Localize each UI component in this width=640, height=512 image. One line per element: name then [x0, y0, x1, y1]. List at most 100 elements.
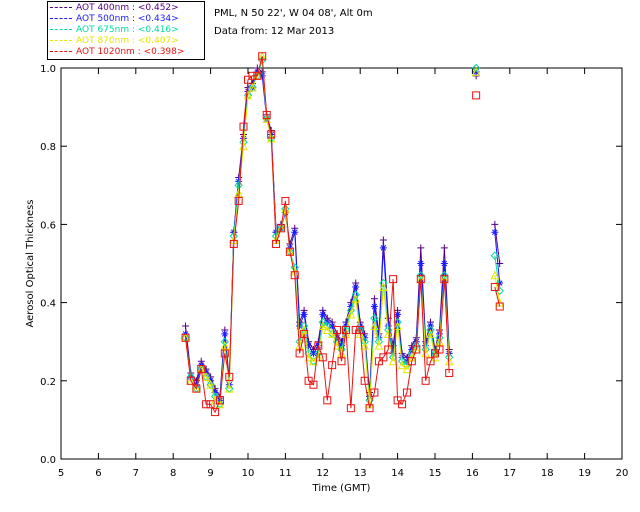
legend-entry: AOT 1020nm : <0.398>	[50, 47, 184, 58]
data-point-4	[314, 341, 323, 350]
data-point-3	[374, 340, 384, 350]
x-tick-label: 13	[354, 468, 367, 479]
data-point-2	[258, 55, 267, 65]
plot-frame	[60, 67, 623, 460]
data-point-3	[248, 82, 257, 92]
site-info: PML, N 50 22', W 04 08', Alt 0m	[214, 8, 373, 19]
data-point-4	[300, 329, 309, 338]
data-point-2	[426, 325, 435, 335]
data-point-4	[234, 196, 243, 205]
data-point-3	[471, 67, 481, 76]
data-point-3	[383, 329, 393, 338]
data-point-4	[398, 400, 407, 409]
data-point-4	[262, 110, 271, 119]
x-tick-label: 20	[616, 468, 629, 479]
data-point-4	[197, 365, 206, 374]
data-point-3	[337, 348, 346, 358]
data-point-0	[182, 322, 190, 330]
y-tick-label: 0.2	[40, 377, 56, 388]
data-point-3	[201, 372, 211, 381]
data-point-4	[285, 247, 294, 256]
data-point-4	[211, 408, 220, 417]
data-point-3	[370, 321, 379, 331]
data-point-4	[421, 376, 430, 385]
data-point-4	[389, 275, 398, 284]
data-point-4	[360, 376, 369, 385]
legend-entry: AOT 500nm : <0.434>	[50, 14, 179, 25]
data-point-4	[206, 400, 215, 409]
data-point-1	[440, 260, 448, 267]
data-point-4	[202, 400, 211, 409]
data-point-2	[351, 290, 360, 299]
data-point-4	[426, 357, 435, 366]
data-point-4	[495, 302, 504, 311]
data-point-4	[416, 275, 425, 284]
data-point-4	[328, 361, 337, 370]
y-tick-label: 0.0	[40, 455, 56, 466]
data-point-1	[309, 349, 317, 357]
data-point-3	[360, 340, 369, 350]
data-point-4	[356, 325, 365, 334]
data-point-4	[309, 380, 318, 389]
data-point-1	[394, 310, 402, 318]
data-point-0	[417, 244, 425, 252]
series-line-1	[494, 232, 501, 284]
x-tick-label: 14	[391, 468, 404, 479]
data-point-1	[291, 228, 299, 236]
data-point-3	[351, 294, 361, 303]
data-point-3	[490, 270, 500, 280]
series-line-2	[494, 255, 501, 291]
legend-label: AOT 675nm : <0.416>	[76, 25, 179, 35]
data-point-1	[491, 228, 499, 236]
data-point-0	[440, 244, 448, 252]
data-point-3	[393, 321, 402, 331]
data-point-4	[192, 384, 201, 393]
data-point-4	[407, 357, 416, 366]
data-point-4	[248, 71, 257, 80]
x-axis-label: Time (GMT)	[312, 483, 371, 494]
data-point-0	[491, 220, 499, 228]
data-point-4	[258, 52, 267, 61]
data-point-4	[323, 396, 332, 405]
x-tick-label: 6	[95, 468, 101, 479]
data-point-4	[365, 404, 374, 413]
x-tick-label: 5	[58, 468, 64, 479]
x-tick-label: 15	[429, 468, 442, 479]
data-point-1	[296, 322, 304, 330]
data-point-3	[220, 340, 230, 350]
legend-entry: AOT 400nm : <0.452>	[50, 3, 179, 14]
x-tick-label: 10	[242, 468, 255, 479]
data-point-4	[225, 372, 234, 381]
data-point-4	[341, 325, 350, 334]
data-point-4	[272, 239, 281, 248]
legend-swatch	[50, 40, 72, 41]
legend-swatch	[50, 7, 72, 8]
data-point-3	[206, 380, 215, 389]
data-point-4	[346, 404, 355, 413]
data-point-1	[300, 310, 308, 318]
data-point-4	[402, 388, 411, 397]
data-point-4	[290, 271, 299, 280]
data-point-4	[351, 325, 360, 334]
data-point-4	[384, 345, 393, 354]
date-info: Data from: 12 Mar 2013	[214, 26, 335, 37]
x-tick-label: 18	[541, 468, 554, 479]
data-point-2	[379, 278, 388, 288]
legend: AOT 400nm : <0.452> AOT 500nm : <0.434> AO…	[47, 1, 205, 60]
legend-label: AOT 500nm : <0.434>	[76, 14, 179, 24]
x-tick-label: 9	[207, 468, 213, 479]
data-point-4	[435, 345, 444, 354]
legend-swatch	[50, 29, 72, 30]
x-tick-label: 11	[279, 468, 292, 479]
legend-entry: AOT 870nm : <0.407>	[50, 36, 179, 47]
data-point-3	[346, 309, 356, 319]
data-point-1	[258, 72, 266, 80]
legend-label: AOT 1020nm : <0.398>	[76, 47, 185, 57]
x-tick-label: 8	[170, 468, 176, 479]
data-point-1	[319, 310, 327, 318]
data-point-4	[472, 91, 481, 100]
legend-label: AOT 870nm : <0.407>	[76, 36, 179, 46]
data-point-4	[379, 353, 388, 362]
x-tick-label: 16	[466, 468, 479, 479]
